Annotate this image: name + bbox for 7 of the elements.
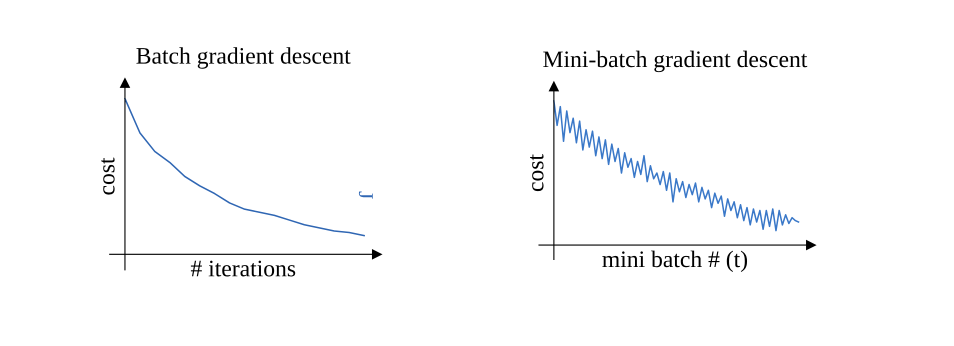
- x-axis-title: # iterations: [190, 260, 296, 276]
- chart-title: Batch gradient descent: [136, 47, 351, 69]
- annotation: J: [358, 192, 373, 199]
- y-axis-title: cost: [530, 154, 544, 192]
- y-axis-title: cost: [101, 158, 115, 195]
- chart-title: Mini-batch gradient descent: [543, 50, 808, 72]
- x-axis-title: mini batch # (t): [602, 250, 748, 272]
